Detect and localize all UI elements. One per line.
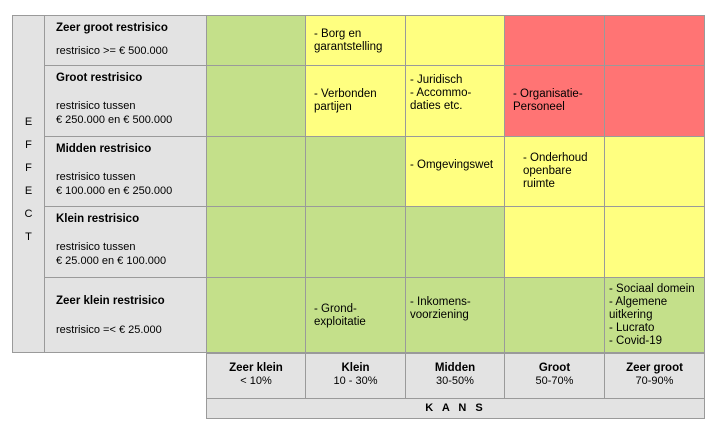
- risk-cell: [206, 65, 306, 137]
- risk-cell: - Organisatie- Personeel: [504, 65, 605, 137]
- column-range: 10 - 30%: [333, 375, 378, 387]
- risk-cell: [206, 277, 306, 353]
- row-label-klein: Klein restrisico restrisico tussen € 25.…: [44, 206, 207, 278]
- effect-letter: C: [24, 208, 33, 220]
- column-header-klein: Klein 10 - 30%: [305, 353, 406, 399]
- risk-cell: [504, 15, 605, 66]
- risk-cell: - Borg en garantstelling: [305, 15, 406, 66]
- risk-item-list: - Grond- exploitatie: [314, 303, 366, 328]
- risk-cell: - Onderhoud openbare ruimte: [504, 136, 605, 207]
- row-desc: restrisico tussen € 25.000 en € 100.000: [56, 241, 167, 267]
- effect-letter: T: [25, 231, 32, 243]
- column-title: Zeer groot: [626, 362, 683, 374]
- risk-cell: [206, 15, 306, 66]
- risk-item-list: - Juridisch - Accommo- daties etc.: [410, 74, 472, 112]
- risk-cell: [305, 206, 406, 278]
- row-desc: restrisico tussen € 250.000 en € 500.000: [56, 100, 173, 126]
- risk-cell: [405, 206, 505, 278]
- row-label-zeer-groot: Zeer groot restrisico restrisico >= € 50…: [44, 15, 207, 66]
- risk-item-list: - Borg en garantstelling: [314, 28, 383, 53]
- effect-letter: F: [25, 139, 32, 151]
- row-label-midden: Midden restrisico restrisico tussen € 10…: [44, 136, 207, 207]
- risk-cell: - Grond- exploitatie: [305, 277, 406, 353]
- risk-cell: [504, 277, 605, 353]
- column-header-groot: Groot 50-70%: [504, 353, 605, 399]
- row-desc: restrisico >= € 500.000: [56, 45, 168, 57]
- risk-cell: [604, 65, 705, 137]
- row-title: Zeer groot restrisico: [56, 22, 168, 34]
- column-header-midden: Midden 30-50%: [405, 353, 505, 399]
- effect-axis-label: E F F E C T: [13, 111, 44, 249]
- row-desc: restrisico tussen € 100.000 en € 250.000: [56, 171, 173, 197]
- column-header-zeer-groot: Zeer groot 70-90%: [604, 353, 705, 399]
- risk-cell: - Sociaal domein - Algemene uitkering - …: [604, 277, 705, 353]
- risk-cell: [305, 136, 406, 207]
- risk-cell: [405, 15, 505, 66]
- risk-item-list: - Organisatie- Personeel: [513, 88, 583, 113]
- risk-cell: [604, 136, 705, 207]
- risk-cell: [206, 206, 306, 278]
- risk-cell: - Omgevingswet: [405, 136, 505, 207]
- risk-cell: [604, 15, 705, 66]
- row-label-zeer-klein: Zeer klein restrisico restrisico =< € 25…: [44, 277, 207, 353]
- risk-cell: - Juridisch - Accommo- daties etc.: [405, 65, 505, 137]
- row-desc: restrisico =< € 25.000: [56, 324, 162, 336]
- risk-cell: - Inkomens- voorziening: [405, 277, 505, 353]
- risk-cell: [206, 136, 306, 207]
- effect-axis-column: E F F E C T: [12, 15, 45, 353]
- column-range: 30-50%: [436, 375, 474, 387]
- effect-letter: E: [24, 116, 33, 128]
- risk-cell: [504, 206, 605, 278]
- column-range: 50-70%: [535, 375, 574, 387]
- risk-item-list: - Inkomens- voorziening: [410, 296, 471, 321]
- kans-axis-label: K A N S: [206, 398, 705, 419]
- row-title: Midden restrisico: [56, 143, 152, 155]
- effect-letter: F: [25, 162, 32, 174]
- row-label-groot: Groot restrisico restrisico tussen € 250…: [44, 65, 207, 137]
- column-range: < 10%: [240, 375, 272, 387]
- risk-item-list: - Sociaal domein - Algemene uitkering - …: [609, 283, 695, 347]
- column-title: Midden: [434, 362, 476, 374]
- column-range: 70-90%: [635, 375, 674, 387]
- row-title: Zeer klein restrisico: [56, 295, 165, 307]
- effect-letter: E: [24, 185, 33, 197]
- row-title: Klein restrisico: [56, 213, 140, 225]
- risk-cell: - Verbonden partijen: [305, 65, 406, 137]
- risk-item-list: - Onderhoud openbare ruimte: [523, 152, 588, 190]
- column-title: Zeer klein: [229, 362, 283, 374]
- row-title: Groot restrisico: [56, 72, 143, 84]
- column-title: Klein: [341, 362, 370, 374]
- risk-item-list: - Omgevingswet: [410, 159, 494, 171]
- column-header-zeer-klein: Zeer klein < 10%: [206, 353, 306, 399]
- risk-item-list: - Verbonden partijen: [314, 88, 377, 113]
- column-title: Groot: [538, 362, 571, 374]
- risk-cell: [604, 206, 705, 278]
